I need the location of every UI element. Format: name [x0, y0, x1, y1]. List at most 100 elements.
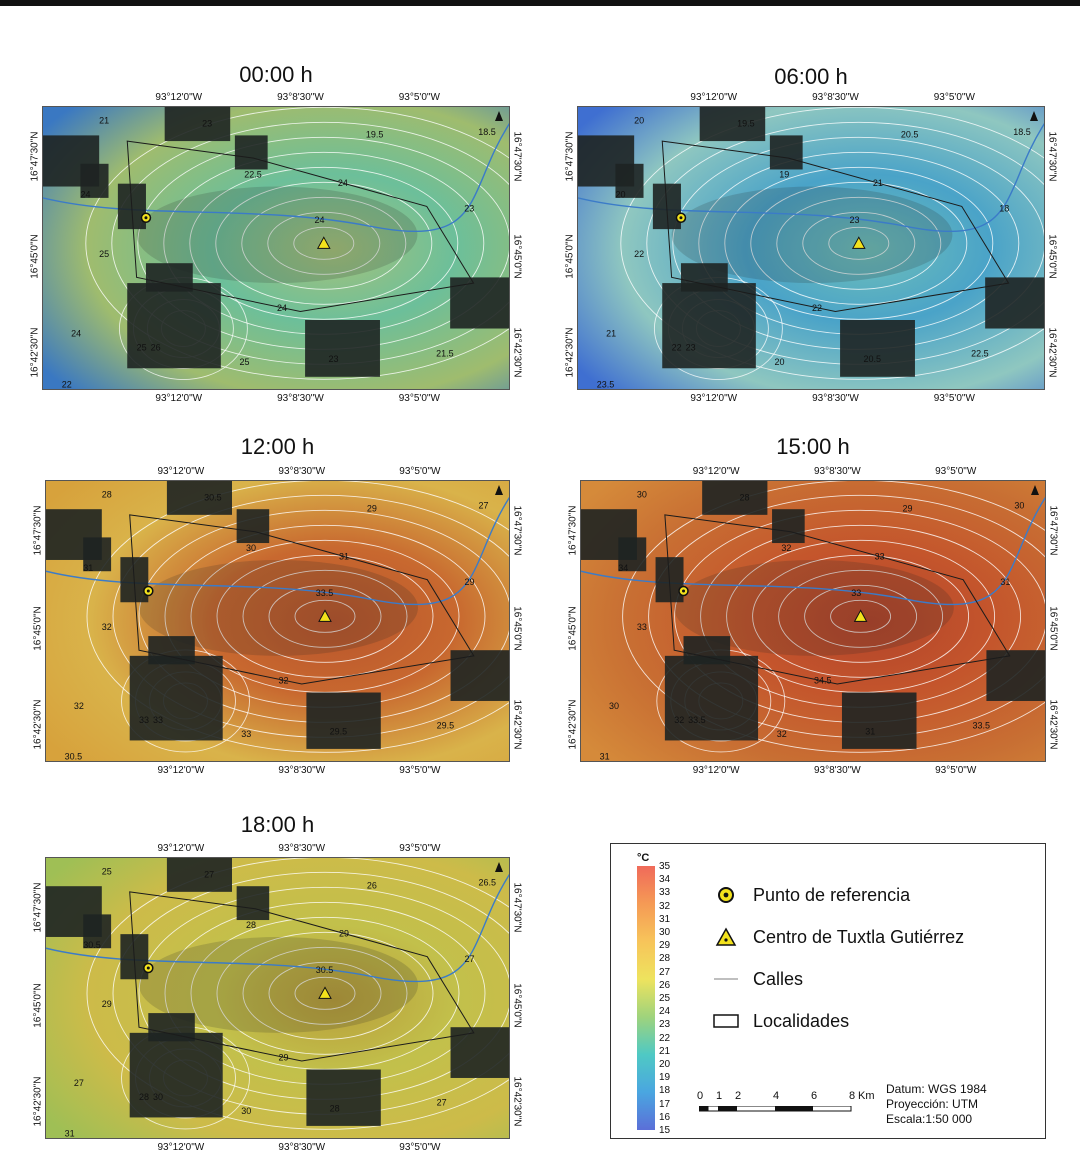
no-data-block: [166, 858, 232, 892]
urban-area: [674, 559, 954, 656]
center-triangle-icon: [853, 609, 868, 622]
urban-area: [671, 186, 953, 284]
scale-unit: Km: [858, 1090, 875, 1102]
legend-label: Localidades: [753, 1010, 850, 1031]
isotherm-line: [215, 181, 433, 305]
no-data-block: [83, 537, 112, 572]
map-legend: °C 35 34 33 32 31 30 29 28 27 26 25 24 23 22 21 20 19 18 1…: [610, 843, 1046, 1139]
longitude-label: 93°12'0"W: [690, 92, 738, 103]
colorbar-tick: 28: [659, 953, 671, 965]
north-arrow-icon: [495, 862, 503, 872]
longitude-label: 93°8'30"W: [812, 393, 859, 404]
no-data-block: [306, 1069, 381, 1126]
north-arrow-icon: [495, 111, 503, 121]
isotherm-line: [622, 481, 1045, 753]
isotherm-label: 23: [202, 118, 212, 128]
colorbar-tick: 15: [659, 1125, 671, 1136]
isotherm-label: 19: [779, 169, 789, 179]
isotherm-label: 34: [618, 563, 628, 573]
latitude-label: 16°42'30"N: [1047, 699, 1059, 750]
colorbar-tick: 34: [659, 874, 671, 886]
isotherm-label: 33.5: [972, 721, 990, 731]
latitude-label: 16°45'0"N: [511, 983, 523, 1029]
longitude-label: 93°5'0"W: [399, 843, 441, 854]
isotherm-label: 31: [600, 752, 610, 762]
isotherm-label: 31: [339, 552, 349, 562]
longitude-label: 93°8'30"W: [277, 393, 324, 404]
latitude-label: 16°42'30"N: [1046, 327, 1058, 378]
isotherm-label: 18.5: [1013, 127, 1031, 137]
longitude-label: 93°8'30"W: [278, 843, 326, 854]
latitude-label: 16°42'30"N: [511, 699, 523, 750]
isotherm-label: 21: [873, 178, 883, 188]
latitude-label: 16°47'30"N: [511, 505, 523, 556]
projection-text: Proyección: UTM: [886, 1097, 979, 1111]
isotherm-label: 28: [102, 489, 112, 499]
isotherm-label: 27: [478, 501, 488, 511]
latitude-label: 16°42'30"N: [32, 699, 44, 750]
panel-title: 12:00 h: [240, 434, 315, 459]
isotherm-label: 20: [775, 357, 785, 367]
latitude-label: 16°45'0"N: [1047, 606, 1059, 652]
isotherm-label: 27: [437, 1098, 447, 1108]
isotherm-label: 23.5: [597, 380, 615, 390]
no-data-block: [841, 692, 917, 749]
isotherm-label: 27: [465, 954, 475, 964]
longitude-label: 93°8'30"W: [813, 765, 861, 776]
isotherm-label: 27: [204, 869, 214, 879]
scale-text: Escala:1:50 000: [886, 1112, 973, 1126]
isotherm-label: 28: [739, 492, 749, 502]
no-data-block: [699, 107, 766, 142]
longitude-label: 93°8'30"W: [278, 765, 326, 776]
no-data-block: [985, 277, 1044, 329]
isotherm-label: 30: [609, 701, 619, 711]
isotherm-label: 18: [999, 204, 1009, 214]
longitude-label: 93°12'0"W: [157, 843, 205, 854]
temperature-colorbar: [637, 866, 655, 1130]
isotherm-label: 32: [777, 729, 787, 739]
latitude-label: 16°45'0"N: [32, 983, 44, 1029]
urban-area: [136, 186, 418, 284]
isotherm-label: 22.5: [244, 169, 262, 179]
latitude-label: 16°42'30"N: [32, 1076, 44, 1127]
colorbar-tick: 25: [659, 993, 671, 1004]
north-arrow-icon: [1030, 111, 1038, 121]
isotherm-label: 24: [71, 329, 81, 339]
scale-label: 6: [811, 1090, 818, 1102]
isotherm-line: [750, 181, 968, 305]
longitude-label: 93°8'30"W: [277, 92, 324, 103]
longitude-label: 93°12'0"W: [157, 466, 205, 477]
isotherm-line: [85, 107, 509, 380]
latitude-label: 16°45'0"N: [29, 233, 41, 279]
longitude-label: 93°12'0"W: [690, 393, 738, 404]
isotherm-label: 25: [137, 343, 147, 353]
isotherm-label: 30.5: [204, 492, 222, 502]
isotherm-line: [86, 481, 509, 753]
no-data-block: [236, 509, 270, 544]
colorbar-tick: 30: [659, 927, 671, 938]
colorbar-tick: 29: [659, 940, 671, 952]
isotherm-label: 25: [240, 357, 250, 367]
urban-area: [139, 936, 418, 1033]
isotherm-line: [778, 569, 944, 663]
no-data-block: [129, 1032, 223, 1118]
isotherm-label: 22: [672, 343, 682, 353]
no-data-block: [148, 636, 195, 665]
isotherm-label: 30: [241, 1106, 251, 1116]
locality-box-icon: [711, 1010, 741, 1032]
isotherm-label: 18.5: [478, 127, 496, 137]
isotherm-label: 30: [637, 489, 647, 499]
longitude-label: 93°5'0"W: [399, 466, 441, 477]
urban-area: [139, 559, 418, 656]
colorbar-tick: 17: [659, 1098, 671, 1110]
isotherm-label: 29: [339, 929, 349, 939]
isotherm-line: [804, 584, 918, 648]
isotherm-label: 23: [464, 204, 474, 214]
no-data-block: [772, 509, 805, 544]
longitude-label: 93°12'0"W: [155, 92, 203, 103]
latitude-label: 16°47'30"N: [511, 131, 523, 182]
temperature-map: 30 28 29 30 31 32 33 34 33 33 32 34.5 33.5 32 30 31 33.5…: [580, 480, 1046, 762]
no-data-block: [664, 655, 759, 741]
north-arrow-icon: [495, 485, 503, 495]
longitude-label: 93°8'30"W: [812, 92, 859, 103]
